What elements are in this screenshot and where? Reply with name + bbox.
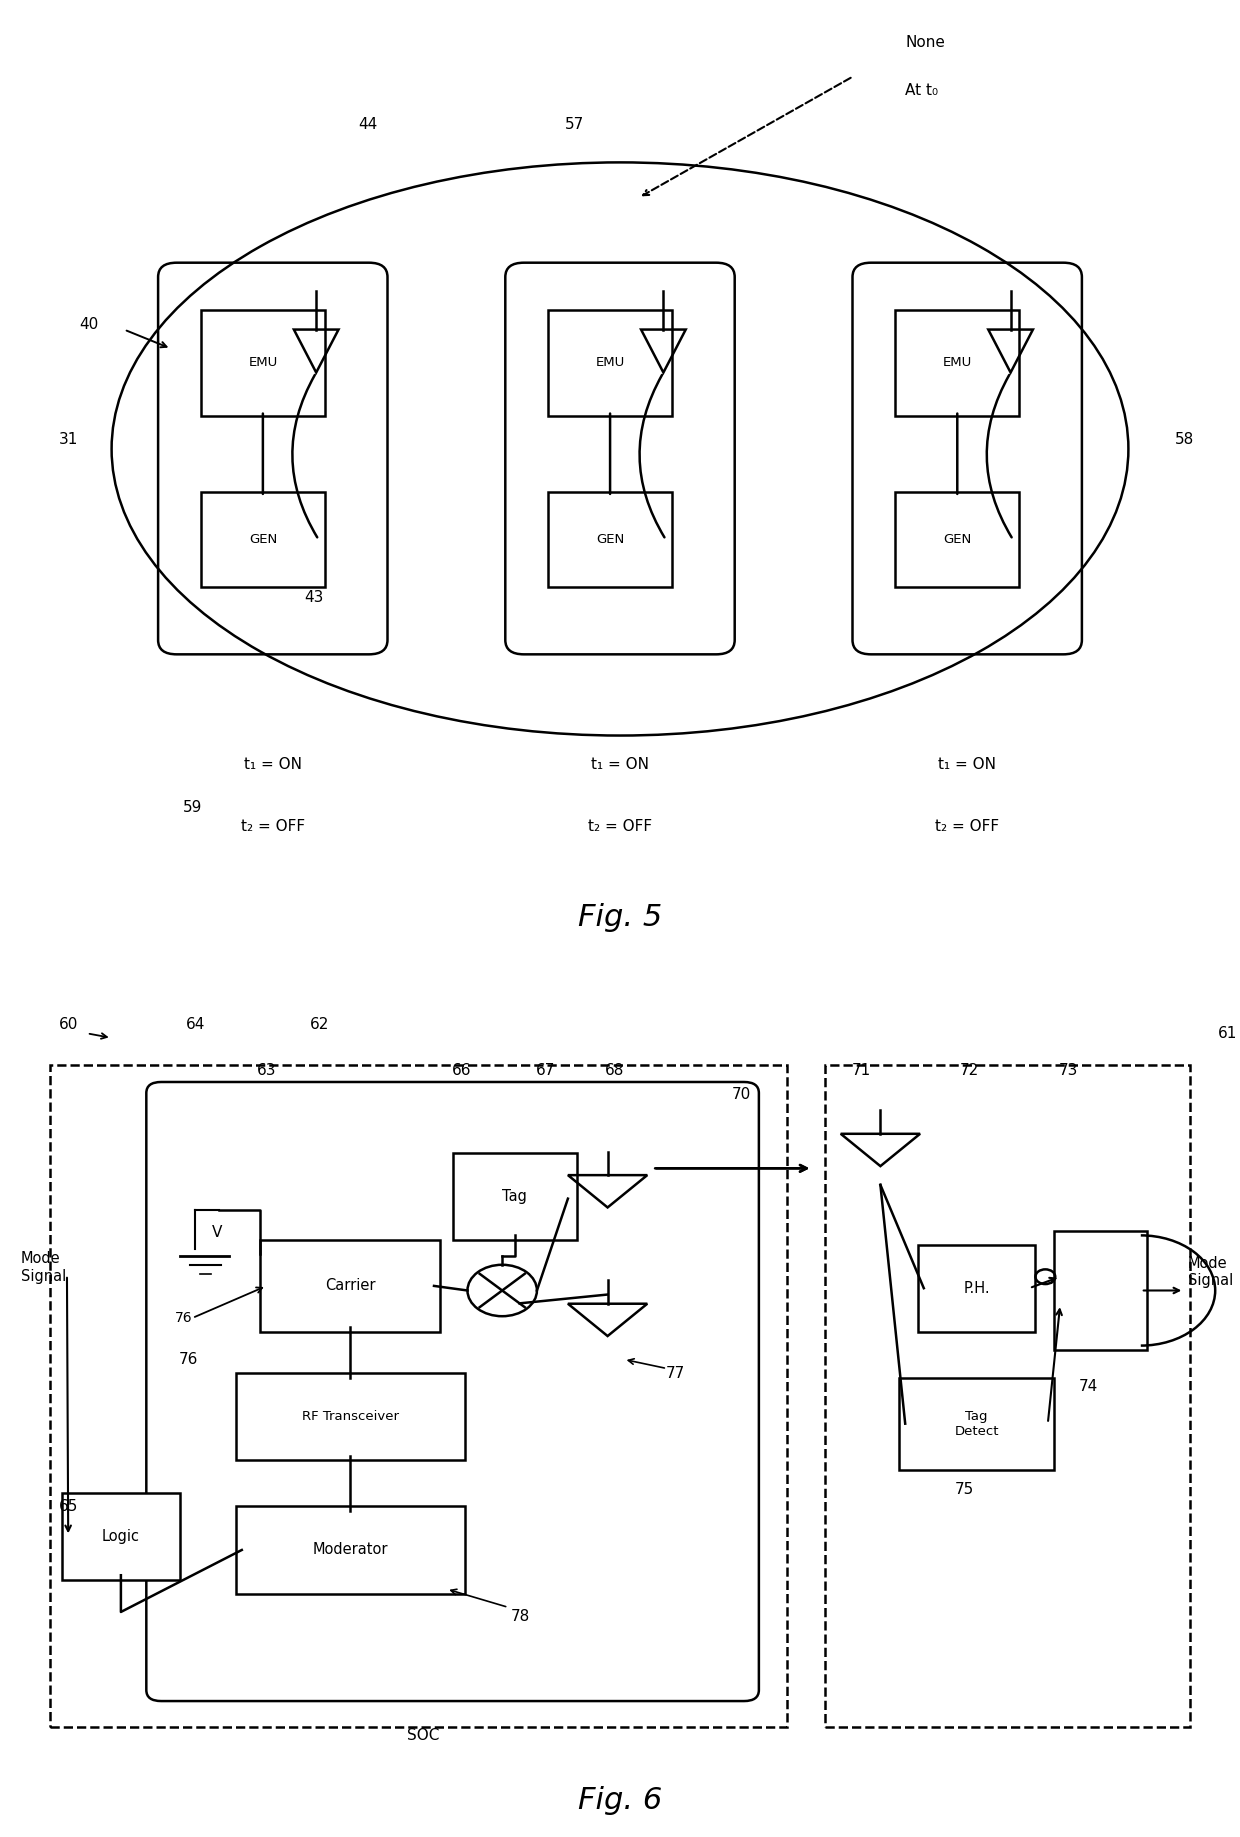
Text: P.H.: P.H.: [963, 1280, 990, 1295]
Text: Fig. 5: Fig. 5: [578, 902, 662, 931]
FancyBboxPatch shape: [159, 263, 387, 654]
FancyBboxPatch shape: [453, 1154, 577, 1240]
Text: 31: 31: [58, 432, 78, 446]
Text: 61: 61: [1218, 1025, 1238, 1042]
Text: SOC: SOC: [407, 1729, 440, 1743]
FancyBboxPatch shape: [548, 310, 672, 415]
Text: 74: 74: [1079, 1380, 1099, 1394]
Text: 76: 76: [179, 1352, 198, 1367]
Text: GEN: GEN: [944, 533, 971, 546]
Text: 64: 64: [186, 1016, 206, 1032]
Text: RF Transceiver: RF Transceiver: [301, 1411, 399, 1424]
Text: 63: 63: [257, 1062, 277, 1078]
Text: GEN: GEN: [596, 533, 624, 546]
Text: 65: 65: [58, 1499, 78, 1514]
Text: V: V: [212, 1225, 222, 1240]
Text: 40: 40: [79, 318, 99, 332]
Text: 76: 76: [175, 1312, 192, 1324]
Text: t₂ = OFF: t₂ = OFF: [241, 819, 305, 834]
Text: Tag: Tag: [502, 1189, 527, 1203]
FancyBboxPatch shape: [548, 492, 672, 588]
Text: 68: 68: [605, 1062, 625, 1078]
Text: 44: 44: [358, 118, 378, 132]
Text: Moderator: Moderator: [312, 1543, 388, 1558]
Text: GEN: GEN: [249, 533, 277, 546]
FancyBboxPatch shape: [918, 1245, 1035, 1332]
Text: EMU: EMU: [942, 356, 972, 369]
Text: t₂ = OFF: t₂ = OFF: [935, 819, 999, 834]
Text: None: None: [905, 35, 945, 50]
Text: t₁ = ON: t₁ = ON: [591, 757, 649, 772]
Text: Fig. 6: Fig. 6: [578, 1786, 662, 1815]
Text: Carrier: Carrier: [325, 1279, 376, 1293]
Text: 73: 73: [1059, 1062, 1079, 1078]
Text: At t₀: At t₀: [905, 83, 939, 97]
Text: 59: 59: [182, 799, 202, 814]
Text: t₁ = ON: t₁ = ON: [939, 757, 996, 772]
FancyBboxPatch shape: [62, 1492, 180, 1580]
FancyBboxPatch shape: [236, 1372, 465, 1460]
Text: 70: 70: [732, 1088, 751, 1102]
Text: 72: 72: [960, 1062, 980, 1078]
Text: 62: 62: [310, 1016, 330, 1032]
Text: 75: 75: [955, 1482, 975, 1497]
Text: Mode
Signal: Mode Signal: [1188, 1257, 1233, 1288]
Text: 57: 57: [564, 118, 584, 132]
FancyBboxPatch shape: [853, 263, 1081, 654]
Text: Mode
Signal: Mode Signal: [21, 1251, 66, 1284]
Text: 43: 43: [304, 590, 324, 604]
Text: t₁ = ON: t₁ = ON: [244, 757, 301, 772]
FancyBboxPatch shape: [895, 492, 1019, 588]
Text: EMU: EMU: [248, 356, 278, 369]
FancyBboxPatch shape: [895, 310, 1019, 415]
Text: Tag
Detect: Tag Detect: [955, 1409, 998, 1438]
Text: EMU: EMU: [595, 356, 625, 369]
FancyBboxPatch shape: [1054, 1231, 1147, 1350]
Text: 60: 60: [58, 1016, 78, 1032]
FancyBboxPatch shape: [899, 1378, 1054, 1470]
FancyBboxPatch shape: [506, 263, 734, 654]
FancyBboxPatch shape: [236, 1506, 465, 1593]
Text: 67: 67: [536, 1062, 556, 1078]
Text: 77: 77: [666, 1365, 686, 1381]
Text: 71: 71: [852, 1062, 872, 1078]
Text: Logic: Logic: [102, 1528, 140, 1543]
Text: 66: 66: [451, 1062, 471, 1078]
Text: 78: 78: [511, 1609, 531, 1624]
FancyBboxPatch shape: [260, 1240, 440, 1332]
Text: 58: 58: [1174, 432, 1194, 446]
FancyBboxPatch shape: [201, 310, 325, 415]
Text: t₂ = OFF: t₂ = OFF: [588, 819, 652, 834]
FancyBboxPatch shape: [201, 492, 325, 588]
